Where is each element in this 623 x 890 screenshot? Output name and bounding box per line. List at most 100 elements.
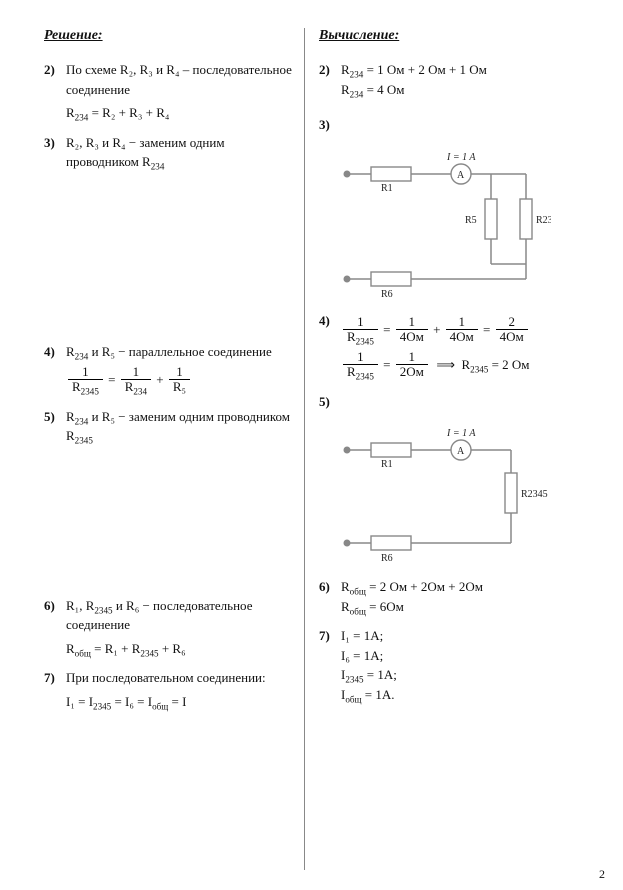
ammeter-label: A bbox=[457, 170, 465, 181]
fraction-numerator: 1 bbox=[343, 315, 378, 330]
formula-part: = 2 Ом + 2Ом + 2Ом bbox=[366, 579, 483, 594]
resistor-label: R1 bbox=[381, 459, 393, 470]
formula-part: R bbox=[66, 105, 75, 120]
fraction: 14Ом bbox=[396, 315, 428, 345]
solution-step-7: 7) При последовательном соединении: I₁ =… bbox=[44, 668, 294, 711]
step-number: 7) bbox=[319, 626, 341, 646]
formula-subscript: 2345 bbox=[470, 364, 488, 374]
step-line: R234 = 1 Ом + 2 Ом + 1 Ом bbox=[341, 60, 583, 80]
fraction: 1 R2345 bbox=[68, 365, 103, 395]
step-number: 3) bbox=[44, 133, 66, 153]
formula-part: + R₆ bbox=[159, 641, 186, 656]
circuit-diagram-5: R1 A I = 1 A R2345 R6 bbox=[341, 425, 583, 569]
formula-subscript: 2345 bbox=[345, 675, 363, 685]
step-number: 6) bbox=[44, 596, 66, 616]
step-text-part: R bbox=[66, 409, 75, 424]
step-line: Rобщ = 6Ом bbox=[341, 597, 583, 617]
step-text: R₁, R2345 и R₆ − последовательное соедин… bbox=[66, 596, 294, 635]
resistor-r1 bbox=[371, 443, 411, 457]
step-text-subscript: 234 bbox=[75, 351, 89, 361]
formula-part: = I bbox=[168, 694, 186, 709]
calc-step-4: 4) 1R2345 = 14Ом + 14Ом = 24Ом 1R2345 = … bbox=[319, 311, 583, 382]
calc-step-6: 6) Rобщ = 2 Ом + 2Ом + 2Ом Rобщ = 6Ом bbox=[319, 577, 583, 616]
solution-step-5: 5) R234 и R₅ − заменим одним проводником… bbox=[44, 407, 294, 446]
step-formula: Rобщ = R₁ + R2345 + R₆ bbox=[66, 639, 294, 659]
fraction: 12Ом bbox=[396, 350, 428, 380]
step-number: 2) bbox=[44, 60, 66, 80]
step-body: По схеме R₂, R₃ и R₄ – последовательное … bbox=[66, 60, 294, 123]
formula-subscript: 234 bbox=[75, 113, 89, 123]
solution-step-6: 6) R₁, R2345 и R₆ − последовательное сое… bbox=[44, 596, 294, 659]
circuit-svg: R1 A I = 1 A R5 R234 bbox=[341, 149, 551, 299]
fraction-denominator: R234 bbox=[121, 380, 151, 394]
resistor-r234 bbox=[520, 199, 532, 239]
step-text: При последовательном соединении: bbox=[66, 668, 294, 688]
formula-part: R bbox=[66, 641, 75, 656]
step-number: 7) bbox=[44, 668, 66, 688]
current-label: I = 1 A bbox=[446, 428, 476, 439]
solution-step-4: 4) R234 и R₅ − параллельное соединение 1… bbox=[44, 342, 294, 397]
calc-step-2: 2) R234 = 1 Ом + 2 Ом + 1 Ом R234 = 4 Ом bbox=[319, 60, 583, 99]
solution-step-3: 3) R₂, R₃ и R₄ − заменим одним проводник… bbox=[44, 133, 294, 172]
resistor-r1 bbox=[371, 167, 411, 181]
step-line: I2345 = 1A; bbox=[341, 665, 583, 685]
ammeter-label: A bbox=[457, 446, 465, 457]
spacer bbox=[44, 182, 294, 342]
fraction-numerator: 1 bbox=[169, 365, 190, 380]
formula-subscript: общ bbox=[350, 606, 366, 616]
step-text-subscript: 234 bbox=[151, 162, 165, 172]
step-line: I₁ = 1A; bbox=[341, 626, 583, 646]
step-text-part: R bbox=[66, 344, 75, 359]
fraction-denominator: R₅ bbox=[169, 380, 190, 394]
resistor-label: R6 bbox=[381, 289, 393, 299]
step-text: R234 и R₅ − параллельное соединение bbox=[66, 342, 294, 362]
fraction-numerator: 2 bbox=[496, 315, 528, 330]
formula-part: = 6Ом bbox=[366, 599, 404, 614]
solution-step-2: 2) По схеме R₂, R₃ и R₄ – последовательн… bbox=[44, 60, 294, 123]
step-line: Iобщ = 1A. bbox=[341, 685, 583, 705]
step-formula: I₁ = I2345 = I₆ = Iобщ = I bbox=[66, 692, 294, 712]
formula-subscript: общ bbox=[350, 587, 366, 597]
fraction-denominator: 4Ом bbox=[446, 330, 478, 344]
formula-part: R bbox=[341, 62, 350, 77]
step-body: R234 = 1 Ом + 2 Ом + 1 Ом R234 = 4 Ом bbox=[341, 60, 583, 99]
calc-step-5: 5) bbox=[319, 392, 583, 412]
step-formula: 1 R2345 = 1 R234 + 1 R₅ bbox=[66, 365, 294, 397]
formula-subscript: общ bbox=[345, 694, 361, 704]
fraction-denominator: R2345 bbox=[68, 380, 103, 394]
step-line: I₆ = 1A; bbox=[341, 646, 583, 666]
resistor-label: R2345 bbox=[521, 489, 548, 500]
page: Решение: 2) По схеме R₂, R₃ и R₄ – после… bbox=[0, 0, 623, 890]
step-line: R234 = 4 Ом bbox=[341, 80, 583, 100]
fraction-denominator: R2345 bbox=[343, 365, 378, 379]
current-label: I = 1 A bbox=[446, 152, 476, 163]
step-body: R234 и R₅ − заменим одним проводником R2… bbox=[66, 407, 294, 446]
formula-part: R bbox=[461, 357, 470, 372]
formula-part: = I₆ = I bbox=[111, 694, 152, 709]
step-text-subscript: 2345 bbox=[75, 436, 93, 446]
resistor-label: R5 bbox=[465, 215, 477, 226]
step-text-subscript: 2345 bbox=[94, 605, 112, 615]
step-text: По схеме R₂, R₃ и R₄ – последовательное … bbox=[66, 60, 294, 99]
step-number: 5) bbox=[44, 407, 66, 427]
formula-part: R bbox=[347, 364, 356, 379]
step-body: R₂, R₃ и R₄ − заменим одним проводником … bbox=[66, 133, 294, 172]
step-formula: 1R2345 = 14Ом + 14Ом = 24Ом bbox=[341, 315, 583, 347]
fraction: 1R2345 bbox=[343, 350, 378, 380]
fraction-denominator: 4Ом bbox=[496, 330, 528, 344]
formula-part: = 2 Ом bbox=[488, 357, 529, 372]
fraction: 1R2345 bbox=[343, 315, 378, 345]
fraction-denominator: R2345 bbox=[343, 330, 378, 344]
fraction: 14Ом bbox=[446, 315, 478, 345]
step-line: Rобщ = 2 Ом + 2Ом + 2Ом bbox=[341, 577, 583, 597]
formula-subscript: общ bbox=[152, 701, 168, 711]
step-formula: R234 = R₂ + R₃ + R₄ bbox=[66, 103, 294, 123]
formula-part: R bbox=[341, 82, 350, 97]
resistor-label: R234 bbox=[536, 215, 551, 226]
formula-part: I₁ = I bbox=[66, 694, 93, 709]
resistor-r2345 bbox=[505, 473, 517, 513]
formula-part: = 4 Ом bbox=[363, 82, 404, 97]
formula-part: = 1 Ом + 2 Ом + 1 Ом bbox=[363, 62, 487, 77]
fraction: 1 R234 bbox=[121, 365, 151, 395]
step-text-part: и R₅ − параллельное соединение bbox=[88, 344, 271, 359]
